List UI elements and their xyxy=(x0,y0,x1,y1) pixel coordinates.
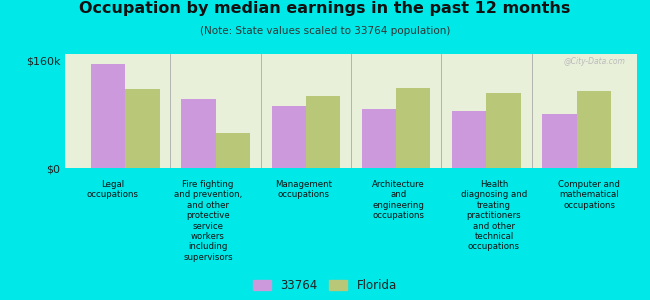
Bar xyxy=(91,64,125,168)
Bar xyxy=(542,114,577,168)
Bar xyxy=(486,93,521,168)
Text: Fire fighting
and prevention,
and other
protective
service
workers
including
sup: Fire fighting and prevention, and other … xyxy=(174,180,242,262)
Text: Management
occupations: Management occupations xyxy=(275,180,332,200)
Bar xyxy=(216,133,250,168)
Bar xyxy=(125,89,160,168)
Legend: 33764, Florida: 33764, Florida xyxy=(248,274,402,297)
Bar xyxy=(181,99,216,168)
Text: Health
diagnosing and
treating
practitioners
and other
technical
occupations: Health diagnosing and treating practitio… xyxy=(461,180,527,251)
Bar xyxy=(452,111,486,168)
Bar xyxy=(362,109,396,168)
Text: (Note: State values scaled to 33764 population): (Note: State values scaled to 33764 popu… xyxy=(200,26,450,35)
Bar xyxy=(272,106,306,168)
Bar xyxy=(577,91,611,168)
Text: @City-Data.com: @City-Data.com xyxy=(564,57,625,66)
Text: Computer and
mathematical
occupations: Computer and mathematical occupations xyxy=(558,180,620,210)
Bar xyxy=(396,88,430,168)
Bar xyxy=(306,96,340,168)
Text: Legal
occupations: Legal occupations xyxy=(86,180,138,200)
Text: Architecture
and
engineering
occupations: Architecture and engineering occupations xyxy=(372,180,425,220)
Text: Occupation by median earnings in the past 12 months: Occupation by median earnings in the pas… xyxy=(79,2,571,16)
